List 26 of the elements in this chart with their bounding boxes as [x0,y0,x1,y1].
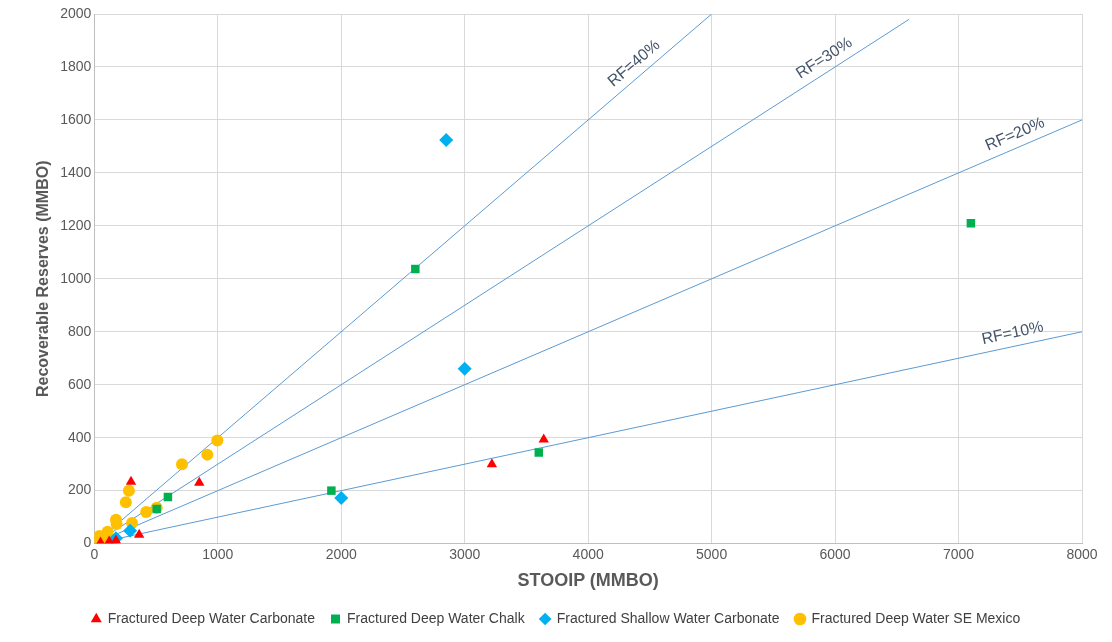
legend-label: Fractured Deep Water SE Mexico [811,609,1021,626]
y-tick-label: 400 [67,428,92,445]
x-tick-label: 2000 [325,545,358,562]
y-tick-label: 800 [67,322,92,339]
x-tick-label: 4000 [572,545,604,562]
legend-label: Fractured Deep Water Chalk [347,609,526,626]
x-tick-label: 1000 [202,545,234,562]
y-tick-label: 1000 [60,269,92,286]
x-tick-label: 3000 [449,545,481,562]
y-tick-label: 1400 [60,163,92,180]
y-tick-label: 600 [67,375,92,392]
y-tick-label: 1200 [60,216,92,233]
y-axis-title: Recoverable Reserves (MMBO) [34,160,52,398]
y-tick-label: 1600 [60,110,92,127]
y-tick-label: 0 [83,534,92,551]
y-tick-label: 2000 [60,4,92,21]
annotation: RF=10% [979,317,1045,348]
y-tick-label: 200 [67,481,92,498]
y-tick-label: 1800 [60,57,92,74]
legend-label: Fractured Shallow Water Carbonate [556,609,780,626]
legend-label: Fractured Deep Water Carbonate [107,609,316,626]
x-tick-label: 7000 [942,545,975,562]
x-tick-label: 5000 [696,545,728,562]
x-axis-title: STOOIP (MMBO) [517,570,659,591]
x-tick-label: 6000 [819,545,851,562]
x-tick-label: 8000 [1066,545,1098,562]
